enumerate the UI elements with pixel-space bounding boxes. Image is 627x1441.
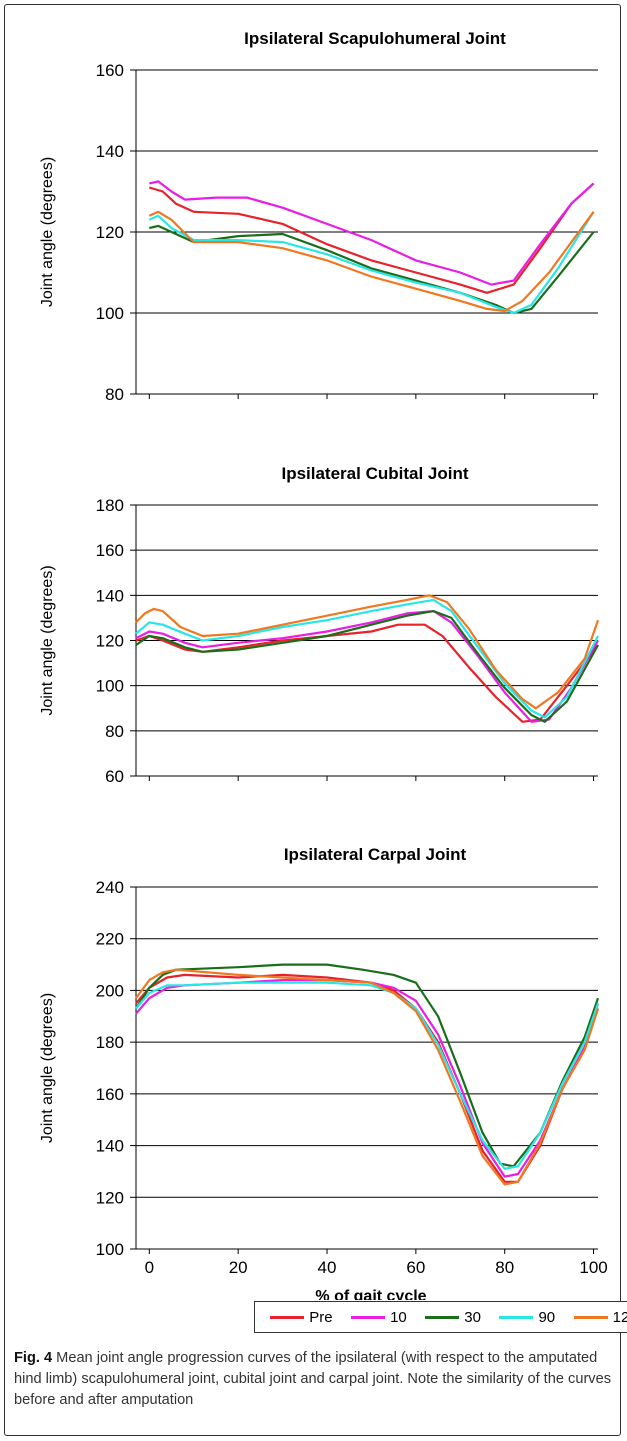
x-tick-label: 80 xyxy=(495,1258,514,1277)
legend-label: 30 xyxy=(464,1308,481,1326)
y-tick-label: 180 xyxy=(96,1033,124,1052)
legend-item-120: 120 xyxy=(573,1308,627,1326)
chart-title: Ipsilateral Carpal Joint xyxy=(284,845,467,864)
x-tick-label: 100 xyxy=(579,1258,607,1277)
y-tick-label: 100 xyxy=(96,677,124,696)
y-tick-label: 140 xyxy=(96,142,124,161)
series-line-30 xyxy=(135,963,600,1168)
chart-title: Ipsilateral Cubital Joint xyxy=(281,464,468,483)
y-tick-label: 120 xyxy=(96,632,124,651)
y-axis-label: Joint angle (degrees) xyxy=(39,565,56,715)
series-line-120 xyxy=(135,594,600,710)
y-axis-label: Joint angle (degrees) xyxy=(39,157,56,307)
legend-swatch xyxy=(351,1315,386,1319)
legend-swatch xyxy=(573,1315,608,1319)
x-tick-label: 0 xyxy=(145,1258,154,1277)
chart-title: Ipsilateral Scapulohumeral Joint xyxy=(244,29,506,48)
y-tick-label: 120 xyxy=(96,223,124,242)
legend-item-90: 90 xyxy=(499,1309,555,1326)
y-tick-label: 80 xyxy=(105,722,124,741)
legend-label: 10 xyxy=(390,1308,407,1326)
x-tick-label: 40 xyxy=(318,1258,337,1277)
series-line-30 xyxy=(149,224,595,315)
series-line-90 xyxy=(135,981,600,1170)
y-tick-label: 160 xyxy=(96,1085,124,1104)
y-tick-label: 60 xyxy=(105,767,124,786)
figure-caption: Fig. 4 Mean joint angle progression curv… xyxy=(14,1348,612,1411)
y-tick-label: 220 xyxy=(96,930,124,949)
series-line-120 xyxy=(135,968,600,1186)
y-tick-label: 100 xyxy=(96,304,124,323)
series-line-Pre xyxy=(135,623,599,723)
caption-label: Fig. 4 xyxy=(14,1350,53,1366)
series-line-120 xyxy=(148,210,595,313)
y-tick-label: 160 xyxy=(96,541,124,560)
legend-swatch xyxy=(499,1315,534,1319)
series-line-30 xyxy=(135,610,599,723)
legend-label: Pre xyxy=(309,1308,333,1326)
x-tick-label: 20 xyxy=(229,1258,248,1277)
y-tick-label: 180 xyxy=(96,496,124,515)
y-tick-label: 140 xyxy=(96,1137,124,1156)
legend: Pre 10 30 90 120 xyxy=(254,1301,627,1333)
series-line-90 xyxy=(148,211,595,315)
legend-swatch xyxy=(425,1315,460,1319)
legend-label: 120 xyxy=(612,1308,627,1326)
x-axis-label: % of gait cycle xyxy=(315,1288,426,1300)
x-tick-label: 60 xyxy=(406,1258,425,1277)
series-line-90 xyxy=(135,598,599,719)
series-line-10 xyxy=(149,180,595,286)
y-axis-label: Joint angle (degrees) xyxy=(39,993,56,1143)
charts-canvas: Ipsilateral Scapulohumeral Joint 80 100 120… xyxy=(39,29,608,1300)
y-tick-label: 200 xyxy=(96,981,124,1000)
caption-text: Mean joint angle progression curves of t… xyxy=(14,1350,612,1408)
y-tick-label: 80 xyxy=(105,385,124,404)
legend-swatch xyxy=(270,1315,305,1319)
legend-item-10: 10 xyxy=(351,1309,407,1326)
y-tick-label: 140 xyxy=(96,586,124,605)
y-tick-label: 160 xyxy=(96,61,124,80)
y-tick-label: 100 xyxy=(96,1240,124,1259)
series-line-10 xyxy=(135,610,599,723)
legend-item-30: 30 xyxy=(425,1309,481,1326)
y-tick-label: 120 xyxy=(96,1188,124,1207)
legend-item-Pre: Pre xyxy=(270,1308,333,1326)
series-line-Pre xyxy=(148,182,595,294)
y-tick-label: 240 xyxy=(96,878,124,897)
legend-label: 90 xyxy=(538,1308,556,1326)
